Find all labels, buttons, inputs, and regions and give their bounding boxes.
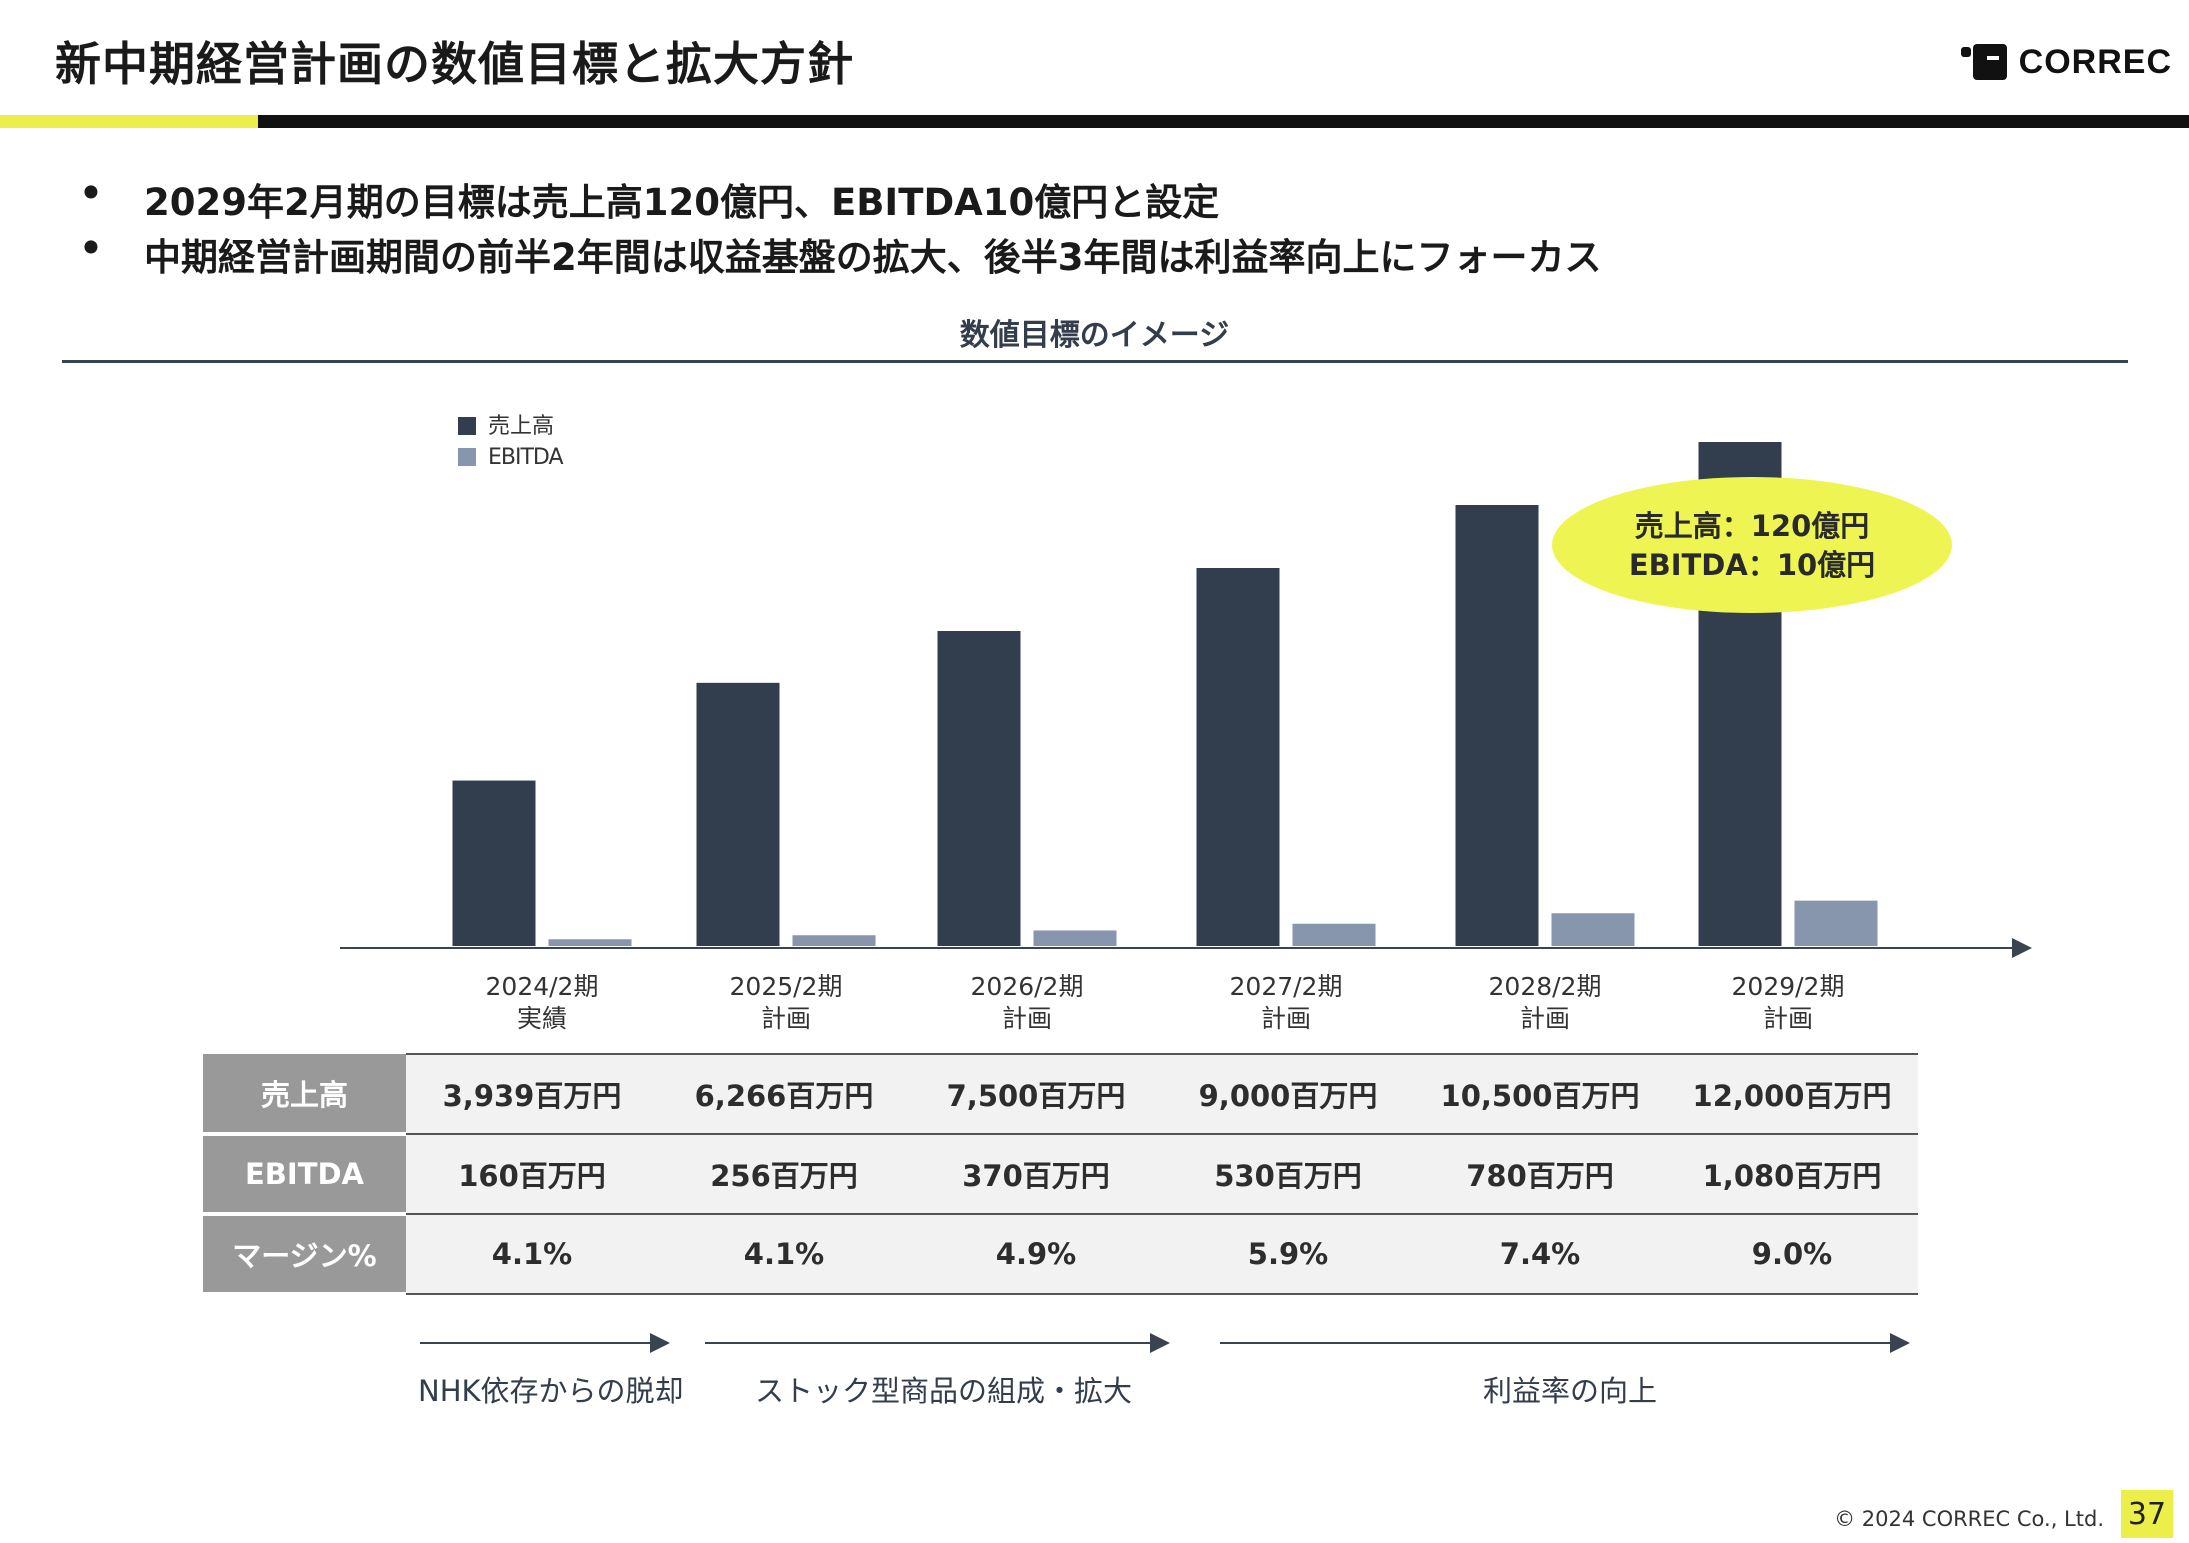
copyright-text: © 2024 CORREC Co., Ltd. (1834, 1507, 2104, 1531)
bullet-text: 2029年2月期の目標は売上高120億円、EBITDA10億円と設定 (144, 181, 1220, 224)
table-cell: 12,000百万円 (1666, 1053, 1918, 1134)
x-tick-label-period: 2029/2期 (1732, 972, 1845, 1001)
x-tick-label-kind: 実績 (517, 1004, 567, 1033)
bar-sales (937, 631, 1021, 946)
table-cell: 1,080百万円 (1666, 1133, 1918, 1214)
table-cell: 6,266百万円 (658, 1053, 910, 1134)
logo-text: CORREC (2018, 42, 2172, 81)
bullet-item: • 2029年2月期の目標は売上高120億円、EBITDA10億円と設定 (78, 172, 1219, 226)
callout-line-sales: 売上高：120億円 (1635, 509, 1870, 543)
callout-line-ebitda: EBITDA：10億円 (1629, 548, 1875, 582)
table-cell: 10,500百万円 (1414, 1053, 1666, 1134)
phase-label-2: ストック型商品の組成・拡大 (755, 1374, 1133, 1408)
table-row-sales: 売上高 3,939百万円 6,266百万円 7,500百万円 9,000百万円 … (203, 1053, 1918, 1136)
bullet-dot: • (79, 227, 103, 270)
company-logo: CORREC (1960, 42, 2172, 82)
phase-label-3: 利益率の向上 (1483, 1374, 1658, 1408)
table-cell: 4.1% (658, 1213, 910, 1295)
table-cell: 5.9% (1162, 1213, 1414, 1295)
x-tick-label-kind: 計画 (1763, 1004, 1813, 1033)
table-cell: 4.1% (406, 1213, 658, 1295)
header-rule (258, 115, 2189, 128)
table-row-ebitda: EBITDA 160百万円 256百万円 370百万円 530百万円 780百万… (203, 1133, 1918, 1216)
legend-label-sales: 売上高 (488, 414, 554, 439)
bullet-dot: • (79, 172, 103, 215)
bullet-item: • 中期経営計画期間の前半2年間は収益基盤の拡大、後半3年間は利益率向上にフォー… (78, 227, 1602, 281)
chart-subtitle: 数値目標のイメージ (959, 318, 1230, 353)
header-accent-rule (0, 115, 258, 128)
target-callout (1552, 477, 1952, 613)
x-tick-label-kind: 計画 (1261, 1004, 1311, 1033)
table-cell: 7.4% (1414, 1213, 1666, 1295)
bar-ebitda (792, 935, 876, 946)
x-tick-label-kind: 計画 (1002, 1004, 1052, 1033)
bar-sales (1455, 505, 1539, 946)
row-label-ebitda: EBITDA (203, 1134, 406, 1216)
table-cell: 9.0% (1666, 1213, 1918, 1295)
metrics-table: 売上高 3,939百万円 6,266百万円 7,500百万円 9,000百万円 … (203, 1053, 1918, 1296)
table-cell: 3,939百万円 (406, 1053, 658, 1134)
bullet-text: 中期経営計画期間の前半2年間は収益基盤の拡大、後半3年間は利益率向上にフォーカス (144, 236, 1602, 279)
phase-label-1: NHK依存からの脱却 (418, 1374, 684, 1408)
page-title: 新中期経営計画の数値目標と拡大方針 (55, 37, 854, 91)
legend-swatch-ebitda (458, 448, 476, 466)
x-tick-label-period: 2027/2期 (1230, 972, 1343, 1001)
bar-sales (452, 780, 536, 946)
bar-sales (1196, 568, 1280, 946)
table-cell: 370百万円 (910, 1133, 1162, 1214)
logo-mark-icon (1960, 44, 2009, 80)
x-tick-label-period: 2026/2期 (971, 972, 1084, 1001)
table-cell: 9,000百万円 (1162, 1053, 1414, 1134)
legend-label-ebitda: EBITDA (488, 445, 563, 470)
table-cell: 780百万円 (1414, 1133, 1666, 1214)
bar-ebitda (1033, 930, 1117, 946)
x-tick-label-period: 2024/2期 (486, 972, 599, 1001)
table-cell: 530百万円 (1162, 1133, 1414, 1214)
x-tick-label-period: 2025/2期 (730, 972, 843, 1001)
table-row-margin: マージン% 4.1% 4.1% 4.9% 5.9% 7.4% 9.0% (203, 1213, 1918, 1296)
bar-ebitda (1794, 900, 1878, 946)
x-tick-label-kind: 計画 (1520, 1004, 1570, 1033)
page-number: 37 (2121, 1490, 2173, 1538)
bar-ebitda (548, 939, 632, 946)
table-cell: 7,500百万円 (910, 1053, 1162, 1134)
bar-ebitda (1551, 913, 1635, 946)
table-cell: 4.9% (910, 1213, 1162, 1295)
row-label-margin: マージン% (203, 1214, 406, 1296)
bar-sales (696, 682, 780, 946)
bar-ebitda (1292, 923, 1376, 946)
legend-swatch-sales (458, 417, 476, 435)
table-cell: 160百万円 (406, 1133, 658, 1214)
x-tick-label-kind: 計画 (761, 1004, 811, 1033)
x-tick-label-period: 2028/2期 (1489, 972, 1602, 1001)
row-label-sales: 売上高 (203, 1054, 406, 1136)
subtitle-rule (62, 360, 2128, 363)
table-cell: 256百万円 (658, 1133, 910, 1214)
